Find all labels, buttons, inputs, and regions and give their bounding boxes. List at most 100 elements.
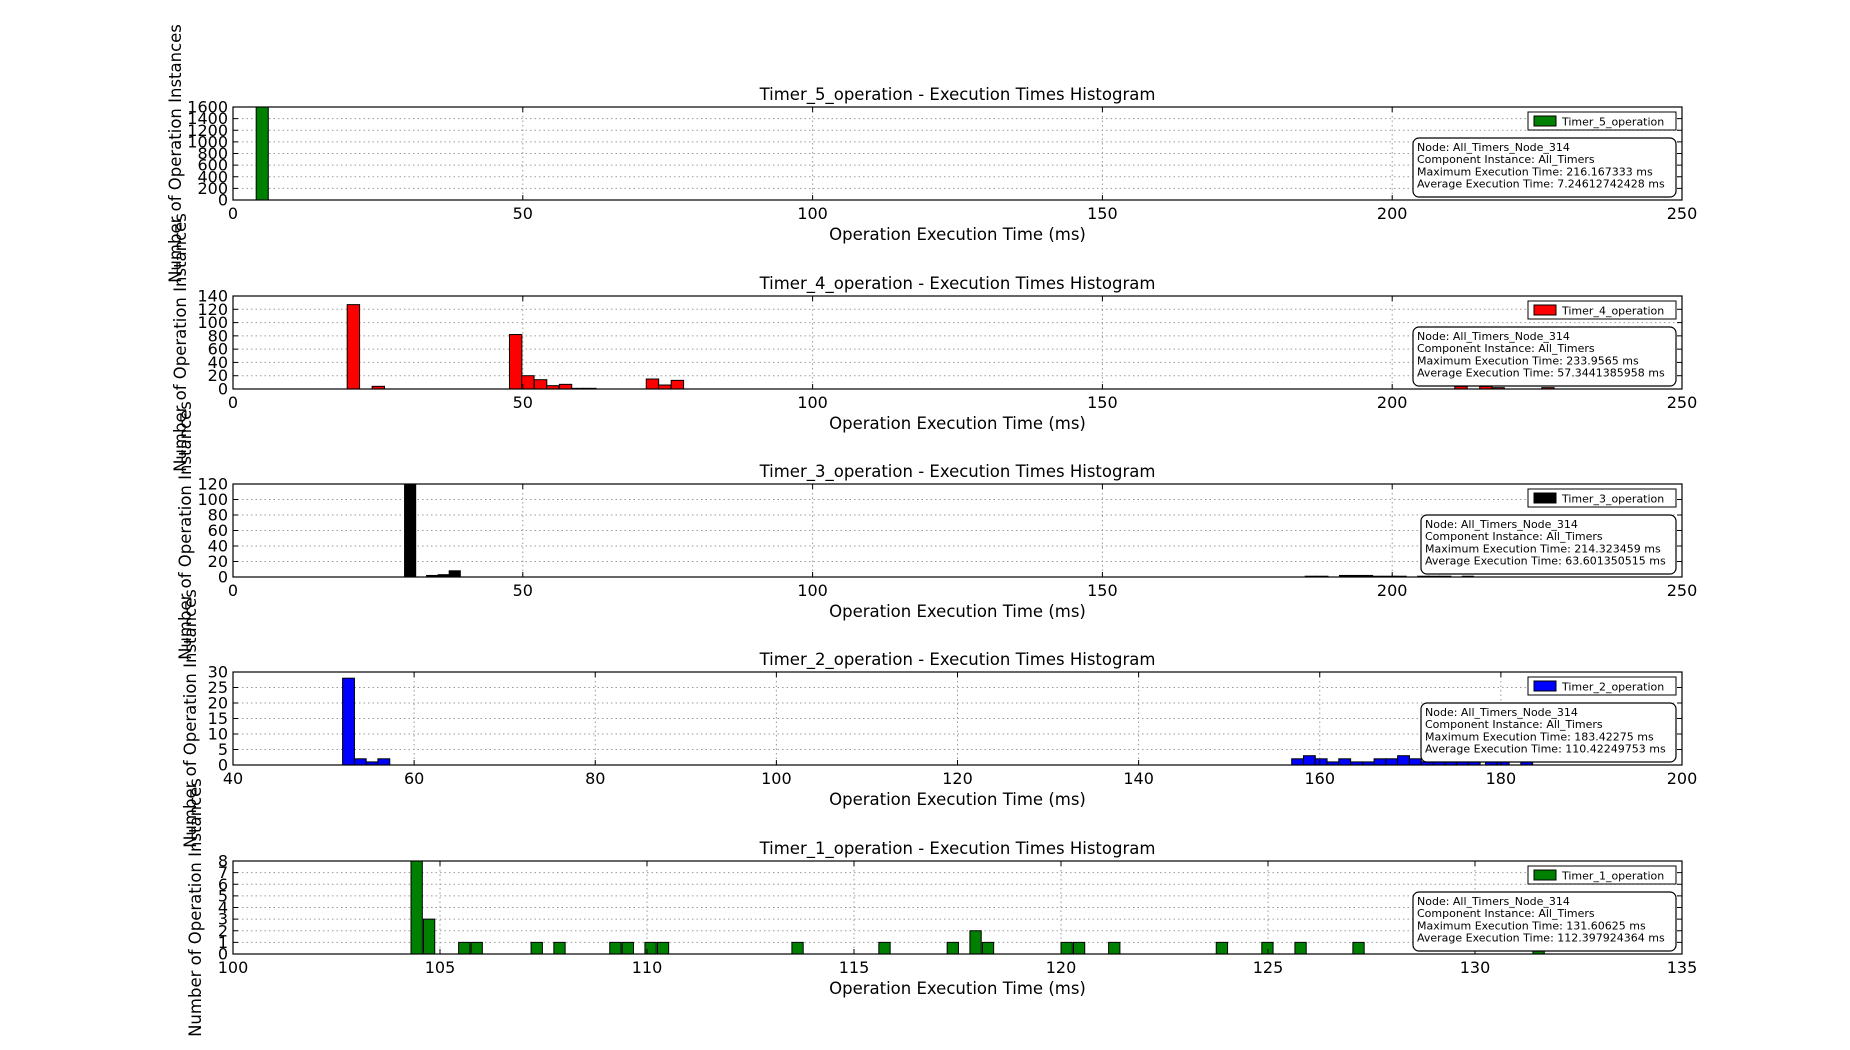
- x-tick-label: 250: [1667, 393, 1698, 412]
- histogram-bar: [1261, 941, 1274, 955]
- x-tick-label: 160: [1304, 769, 1335, 788]
- y-tick-label: 100: [197, 313, 228, 332]
- x-tick-label: 40: [223, 769, 243, 788]
- y-tick-label: 20: [208, 552, 228, 571]
- histogram-bar: [1408, 758, 1422, 766]
- info-line: Component Instance: All_Timers: [1417, 153, 1595, 166]
- y-tick-label: 800: [197, 144, 228, 163]
- y-tick-label: 6: [218, 875, 228, 894]
- histogram-bar: [422, 918, 436, 955]
- legend-label: Timer_3_operation: [1561, 493, 1664, 506]
- histogram-bar: [1060, 941, 1073, 955]
- x-axis-label: Operation Execution Time (ms): [829, 225, 1086, 244]
- y-tick-label: 0: [218, 568, 228, 587]
- y-tick-label: 40: [208, 537, 228, 556]
- x-tick-label: 140: [1123, 769, 1154, 788]
- y-tick-label: 0: [218, 191, 228, 210]
- legend-label: Timer_2_operation: [1561, 681, 1664, 694]
- y-tick-label: 140: [197, 287, 228, 306]
- histogram-bar: [1291, 758, 1305, 766]
- histogram-bar: [530, 941, 543, 955]
- y-tick-label: 0: [218, 945, 228, 964]
- y-axis-label: Number of Operation Instances: [176, 401, 195, 660]
- info-box-frame: [1420, 514, 1677, 575]
- x-axis-label: Operation Execution Time (ms): [829, 602, 1086, 621]
- histogram-bar: [342, 677, 355, 766]
- info-line: Average Execution Time: 7.24612742428 ms: [1417, 178, 1665, 191]
- x-axis-label: Operation Execution Time (ms): [829, 979, 1086, 998]
- histogram-bar: [791, 941, 804, 955]
- y-axis-label: Number of Operation Instances: [166, 24, 185, 283]
- y-tick-label: 1400: [187, 109, 228, 128]
- y-tick-label: 1600: [187, 98, 228, 117]
- x-tick-label: 60: [404, 769, 424, 788]
- histogram-bar: [533, 379, 548, 390]
- histogram-bar: [1072, 941, 1086, 955]
- chart-title: Timer_3_operation - Execution Times Hist…: [759, 462, 1156, 482]
- histogram-bar: [353, 758, 367, 766]
- histogram-bar: [470, 941, 483, 955]
- x-tick-label: 125: [1253, 958, 1284, 977]
- histogram-bar: [404, 483, 417, 578]
- x-tick-label: 115: [839, 958, 870, 977]
- y-axis-label: Number of Operation Instances: [186, 778, 205, 1037]
- y-tick-label: 5: [218, 740, 228, 759]
- chart-title: Timer_5_operation - Execution Times Hist…: [759, 85, 1156, 105]
- info-line: Maximum Execution Time: 183.42275 ms: [1425, 730, 1654, 743]
- legend-box: [1527, 488, 1677, 508]
- histogram-bar: [656, 941, 670, 955]
- y-tick-label: 10: [208, 725, 228, 744]
- histogram-bar: [1302, 755, 1316, 766]
- info-line: Maximum Execution Time: 233.9565 ms: [1417, 354, 1639, 367]
- x-tick-label: 200: [1377, 581, 1408, 600]
- x-tick-label: 180: [1486, 769, 1517, 788]
- y-tick-label: 15: [208, 709, 228, 728]
- histogram-bar: [1397, 755, 1410, 766]
- info-box-frame: [1412, 326, 1677, 387]
- x-tick-label: 120: [942, 769, 973, 788]
- histogram-bar: [981, 941, 995, 955]
- histogram-bar: [1215, 941, 1229, 955]
- histogram-bar: [621, 941, 634, 955]
- y-tick-label: 400: [197, 167, 228, 186]
- y-tick-label: 0: [218, 756, 228, 775]
- histogram-bar: [558, 383, 573, 390]
- histogram-bar: [346, 304, 361, 390]
- histogram-panel: Timer_2_operation - Execution Times Hist…: [181, 589, 1697, 848]
- y-tick-label: 30: [208, 663, 228, 682]
- y-tick-label: 1200: [187, 121, 228, 140]
- x-axis-label: Operation Execution Time (ms): [829, 790, 1086, 809]
- histogram-bar: [969, 930, 982, 955]
- info-line: Component Instance: All_Timers: [1425, 718, 1603, 731]
- info-line: Node: All_Timers_Node_314: [1417, 895, 1570, 908]
- legend: Timer_4_operation: [1527, 300, 1677, 320]
- info-line: Average Execution Time: 63.601350515 ms: [1425, 555, 1666, 568]
- x-axis-label: Operation Execution Time (ms): [829, 414, 1086, 433]
- x-tick-label: 100: [797, 204, 828, 223]
- info-line: Maximum Execution Time: 216.167333 ms: [1417, 165, 1653, 178]
- y-tick-label: 100: [197, 490, 228, 509]
- histogram-bar: [377, 758, 391, 766]
- info-line: Component Instance: All_Timers: [1417, 907, 1595, 920]
- info-line: Maximum Execution Time: 214.323459 ms: [1425, 542, 1661, 555]
- legend: Timer_2_operation: [1527, 676, 1677, 696]
- y-tick-label: 4: [218, 898, 228, 917]
- histogram-bar: [255, 106, 269, 201]
- histogram-bar: [1338, 758, 1352, 766]
- histogram-bar: [553, 941, 566, 955]
- y-tick-label: 80: [208, 326, 228, 345]
- histogram-bar: [1108, 941, 1121, 955]
- legend-swatch: [1533, 680, 1557, 692]
- x-tick-label: 80: [585, 769, 605, 788]
- chart-title: Timer_4_operation - Execution Times Hist…: [759, 274, 1156, 294]
- histogram-bar: [458, 941, 471, 955]
- y-tick-label: 200: [197, 179, 228, 198]
- histogram-bar: [1373, 758, 1387, 766]
- info-line: Node: All_Timers_Node_314: [1425, 518, 1578, 531]
- histogram-bar: [946, 941, 959, 955]
- histogram-bar: [508, 334, 523, 390]
- y-axis-label: Number of Operation Instances: [171, 213, 190, 472]
